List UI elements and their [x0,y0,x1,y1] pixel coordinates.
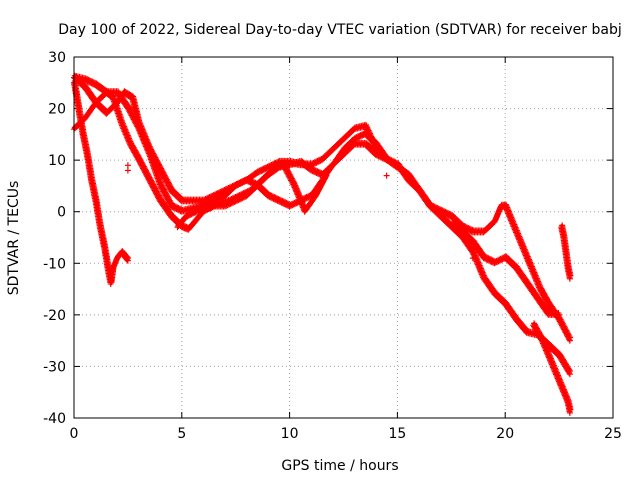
data-points [71,72,574,416]
x-tick-label: 15 [388,426,406,442]
y-tick-label: -30 [43,359,66,375]
x-tick-label: 20 [496,426,514,442]
y-tick-label: -40 [43,411,66,427]
data-point-track-c [383,157,390,164]
y-tick-label: 0 [57,205,66,221]
data-point-track-f [323,172,330,179]
data-point-track-e [566,409,573,416]
axes: 0 5 10 15 20 25 -40 -30 -20 -10 0 10 20 30 [43,50,622,442]
data-point-track-a [566,371,573,378]
x-tick-label: 0 [70,426,79,442]
y-tick-label: 30 [48,50,66,66]
x-tick-label: 5 [177,426,186,442]
data-point-isolated [469,255,476,262]
data-point-track-d [556,311,563,318]
data-point-isolated [124,162,131,169]
x-tick-label: 10 [281,426,299,442]
y-tick-label: -20 [43,308,66,324]
grid [74,57,613,418]
y-tick-label: 20 [48,102,66,118]
y-tick-label: 10 [48,153,66,169]
plot-frame [73,56,614,419]
data-point-track-b [566,337,573,344]
y-axis-label: SDTVAR / TECUs [6,181,22,296]
data-point-isolated [383,172,390,179]
y-tick-label: -10 [43,256,66,272]
data-point-isolated [124,167,131,174]
data-point-track-h [566,275,573,282]
chart-title: Day 100 of 2022, Sidereal Day-to-day VTE… [58,22,621,38]
x-axis-label: GPS time / hours [281,458,398,474]
x-tick-label: 25 [604,426,622,442]
data-point-track-g [124,257,131,264]
